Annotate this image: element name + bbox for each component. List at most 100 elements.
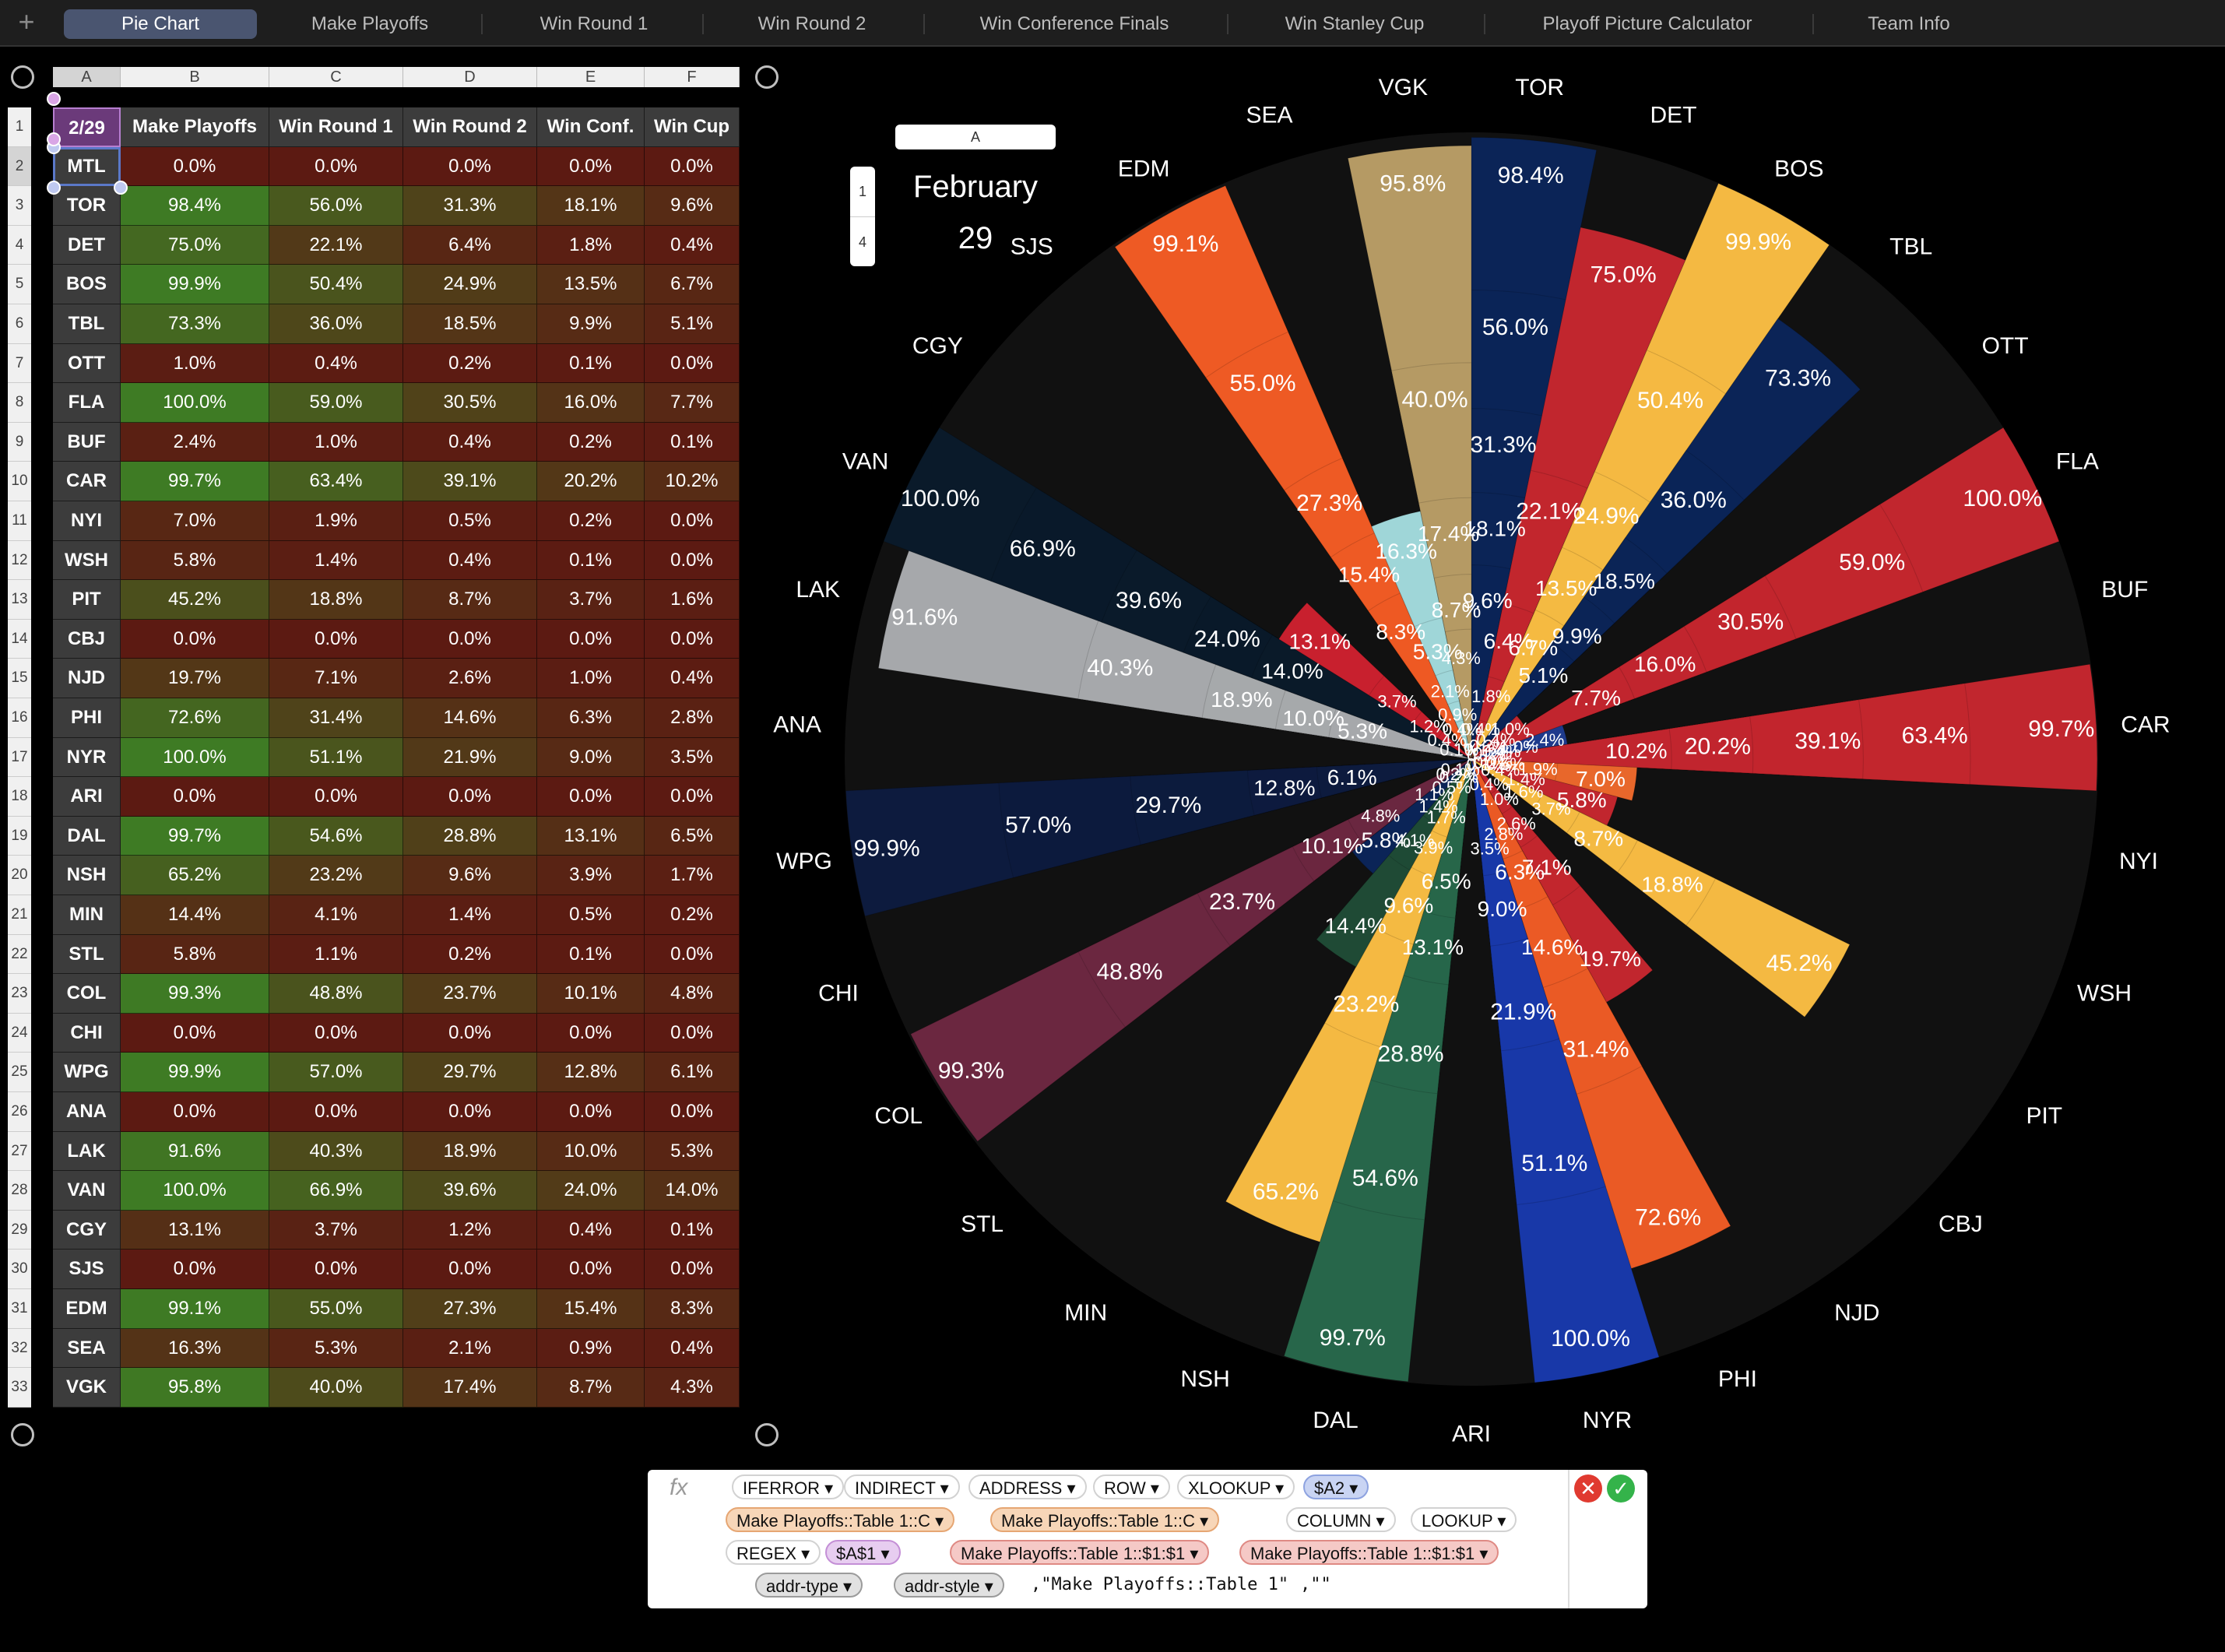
formula-token[interactable]: addr-type ▾ [755,1573,863,1598]
formula-token[interactable]: XLOOKUP ▾ [1177,1474,1295,1499]
value-cell[interactable]: 23.7% [403,974,537,1014]
column-header-E[interactable]: E [537,67,645,87]
team-cell[interactable]: TBL [53,304,121,344]
value-cell[interactable]: 55.0% [269,1289,403,1329]
value-cell[interactable]: 0.0% [121,1250,269,1289]
wedge-vgk-ring-5[interactable] [1444,628,1472,760]
value-cell[interactable]: 28.8% [403,816,537,856]
value-cell[interactable]: 99.3% [121,974,269,1014]
value-cell[interactable]: 48.8% [269,974,403,1014]
wedge-stl-ring-4[interactable] [1455,758,1472,775]
value-cell[interactable]: 0.2% [645,895,740,935]
value-cell[interactable]: 21.9% [403,737,537,778]
formula-token[interactable]: Make Playoffs::Table 1::C ▾ [726,1507,955,1532]
value-cell[interactable]: 0.1% [537,540,645,581]
value-cell[interactable]: 2.8% [645,698,740,738]
value-cell[interactable]: 91.6% [121,1131,269,1172]
value-cell[interactable]: 0.0% [537,777,645,817]
value-cell[interactable]: 18.5% [403,304,537,344]
value-cell[interactable]: 1.8% [537,225,645,265]
value-cell[interactable]: 9.6% [403,856,537,895]
team-cell[interactable]: NYI [53,501,121,541]
row-header[interactable]: 25 [8,1053,31,1092]
value-cell[interactable]: 98.4% [121,186,269,226]
value-cell[interactable]: 56.0% [269,186,403,226]
value-cell[interactable]: 0.1% [645,1210,740,1250]
team-cell[interactable]: SEA [53,1328,121,1369]
wedge-edm-ring-5[interactable] [1367,592,1472,760]
value-cell[interactable]: 0.0% [645,777,740,817]
value-cell[interactable]: 0.0% [645,343,740,384]
value-cell[interactable]: 8.3% [645,1289,740,1329]
value-cell[interactable]: 15.4% [537,1289,645,1329]
wedge-wpg-ring-5[interactable] [1316,758,1472,799]
value-cell[interactable]: 27.3% [403,1289,537,1329]
value-cell[interactable]: 10.2% [645,462,740,501]
row-header[interactable]: 13 [8,580,31,620]
team-cell[interactable]: PHI [53,698,121,738]
team-cell[interactable]: BOS [53,265,121,304]
wedge-car-ring-5[interactable] [1471,728,1672,770]
row-header[interactable]: 12 [8,540,31,581]
value-cell[interactable]: 1.4% [269,540,403,581]
header-cell[interactable]: Win Round 2 [403,107,537,147]
team-cell[interactable]: MTL [53,146,121,187]
row-header[interactable]: 28 [8,1171,31,1211]
sheet-tab-playoff-picture-calculator[interactable]: Playoff Picture Calculator [1542,13,1752,34]
team-cell[interactable]: NYR [53,737,121,778]
column-header-B[interactable]: B [121,67,269,87]
sheet-tab-win-round-2[interactable]: Win Round 2 [757,13,866,34]
reference-handle[interactable] [47,132,61,146]
row-header[interactable]: 17 [8,737,31,778]
value-cell[interactable]: 0.0% [121,619,269,659]
column-header-D[interactable]: D [403,67,537,87]
formula-token[interactable]: $A$1 ▾ [825,1540,901,1565]
sheet-tab-make-playoffs[interactable]: Make Playoffs [311,13,429,34]
team-cell[interactable]: FLA [53,383,121,423]
value-cell[interactable]: 99.9% [121,265,269,304]
row-header[interactable]: 22 [8,934,31,975]
value-cell[interactable]: 22.1% [269,225,403,265]
value-cell[interactable]: 24.9% [403,265,537,304]
column-header-C[interactable]: C [269,67,403,87]
value-cell[interactable]: 0.0% [269,777,403,817]
row-header[interactable]: 7 [8,343,31,384]
value-cell[interactable]: 1.9% [269,501,403,541]
formula-token[interactable]: addr-style ▾ [894,1573,1004,1598]
value-cell[interactable]: 59.0% [269,383,403,423]
value-cell[interactable]: 0.0% [269,619,403,659]
formula-token[interactable]: ADDRESS ▾ [968,1474,1087,1499]
add-sheet-icon[interactable]: + [18,5,35,37]
value-cell[interactable]: 4.8% [645,974,740,1014]
row-header[interactable]: 32 [8,1328,31,1369]
value-cell[interactable]: 40.3% [269,1131,403,1172]
value-cell[interactable]: 50.4% [269,265,403,304]
row-header[interactable]: 11 [8,501,31,541]
value-cell[interactable]: 0.2% [403,343,537,384]
row-header[interactable]: 30 [8,1250,31,1289]
value-cell[interactable]: 0.0% [269,1092,403,1132]
value-cell[interactable]: 7.7% [645,383,740,423]
wedge-cgy-ring-5[interactable] [1453,744,1472,760]
row-header[interactable]: 16 [8,698,31,738]
value-cell[interactable]: 3.7% [537,580,645,620]
row-header[interactable]: 15 [8,659,31,698]
value-cell[interactable]: 0.0% [269,1013,403,1053]
team-cell[interactable]: WSH [53,540,121,581]
value-cell[interactable]: 99.7% [121,816,269,856]
value-cell[interactable]: 3.5% [645,737,740,778]
value-cell[interactable]: 23.2% [269,856,403,895]
team-cell[interactable]: STL [53,934,121,975]
header-cell[interactable]: Win Cup [645,107,740,147]
resize-table-icon[interactable] [755,1423,779,1446]
value-cell[interactable]: 16.0% [537,383,645,423]
value-cell[interactable]: 31.3% [403,186,537,226]
row-header[interactable]: 21 [8,895,31,935]
value-cell[interactable]: 5.8% [121,934,269,975]
value-cell[interactable]: 54.6% [269,816,403,856]
value-cell[interactable]: 57.0% [269,1053,403,1092]
team-cell[interactable]: DET [53,225,121,265]
formula-token[interactable]: Make Playoffs::Table 1::$1:$1 ▾ [1239,1540,1499,1565]
header-cell[interactable]: 2/29 [53,107,121,147]
value-cell[interactable]: 72.6% [121,698,269,738]
